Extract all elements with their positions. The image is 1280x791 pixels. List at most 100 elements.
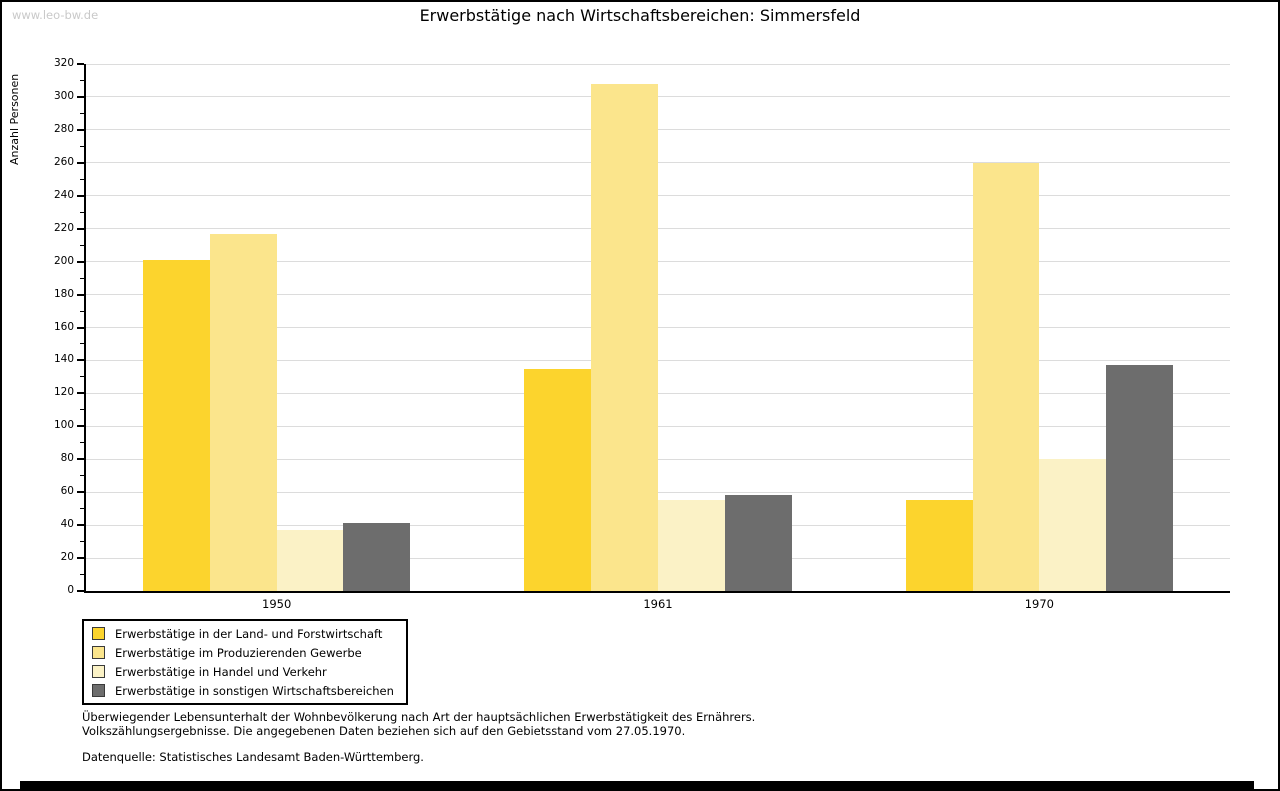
bar — [524, 368, 592, 591]
y-tick-label: 40 — [60, 518, 74, 531]
y-tick-label: 120 — [53, 386, 74, 399]
y-axis-tick-major — [77, 128, 84, 131]
y-axis-tick-major — [77, 293, 84, 296]
y-axis-tick-major — [77, 260, 84, 263]
legend-swatch — [92, 627, 105, 640]
y-axis-tick-major — [77, 392, 84, 395]
y-axis-tick-minor — [80, 244, 84, 246]
legend-label: Erwerbstätige in der Land- und Forstwirt… — [115, 626, 383, 641]
gridline — [86, 294, 1230, 296]
gridline — [86, 458, 1230, 460]
y-axis-tick-major — [77, 425, 84, 428]
bar — [972, 162, 1040, 591]
y-axis-tick-major — [77, 458, 84, 461]
bar — [724, 495, 792, 591]
y-axis-tick-major — [77, 524, 84, 527]
bar — [1039, 459, 1107, 591]
y-axis-tick-minor — [80, 343, 84, 345]
gridline — [86, 195, 1230, 197]
y-axis-tick-major — [77, 95, 84, 98]
gridline — [86, 228, 1230, 230]
y-axis-tick-minor — [80, 409, 84, 411]
y-axis-tick-minor — [80, 112, 84, 114]
footnotes: Überwiegender Lebensunterhalt der Wohnbe… — [82, 710, 756, 738]
y-axis-tick-minor — [80, 277, 84, 279]
y-tick-label: 260 — [53, 155, 74, 168]
y-axis-tick-minor — [80, 145, 84, 147]
bar — [591, 83, 658, 591]
y-axis-tick-major — [77, 227, 84, 230]
x-tick-label: 1950 — [262, 597, 292, 611]
y-tick-label: 100 — [53, 419, 74, 432]
y-axis-tick-major — [77, 359, 84, 362]
y-tick-label: 240 — [53, 188, 74, 201]
y-axis-tick-major — [77, 557, 84, 560]
gridline — [86, 261, 1230, 263]
bar — [1106, 365, 1173, 591]
y-axis-tick-minor — [80, 475, 84, 477]
y-axis-tick-minor — [80, 541, 84, 543]
y-axis-tick-major — [77, 590, 84, 592]
y-axis-tick-minor — [80, 310, 84, 312]
legend-item: Erwerbstätige in der Land- und Forstwirt… — [92, 624, 394, 643]
y-tick-label: 20 — [60, 551, 74, 564]
gridline — [86, 425, 1230, 427]
legend: Erwerbstätige in der Land- und Forstwirt… — [82, 619, 408, 705]
y-axis-tick-major — [77, 161, 84, 164]
bar — [209, 233, 277, 591]
y-axis-tick-major — [77, 326, 84, 329]
y-tick-label: 60 — [60, 485, 74, 498]
gridline — [86, 129, 1230, 131]
legend-swatch — [92, 646, 105, 659]
y-axis-tick-major — [77, 63, 84, 65]
gridline — [86, 96, 1230, 98]
plot-area: 0 20 40 60 80 100 120 140 160 180 200 220 240 260 280 3… — [54, 57, 1230, 611]
gridline — [86, 359, 1230, 361]
y-tick-label: 80 — [60, 452, 74, 465]
y-axis-tick-minor — [80, 376, 84, 378]
y-tick-label: 320 — [53, 57, 74, 69]
bar — [143, 259, 210, 591]
gridline — [86, 63, 1230, 65]
y-tick-label: 180 — [53, 287, 74, 300]
footnote-line-2: Volkszählungsergebnisse. Die angegebenen… — [82, 723, 686, 738]
y-tick-label: 280 — [53, 122, 74, 135]
y-tick-label: 0 — [67, 584, 74, 596]
data-source: Datenquelle: Statistisches Landesamt Bad… — [82, 750, 424, 764]
gridline — [86, 327, 1230, 328]
watermark: www.leo-bw.de — [12, 8, 99, 22]
x-tick-label: 1970 — [1024, 597, 1054, 611]
y-axis-tick-minor — [80, 508, 84, 510]
legend-item: Erwerbstätige im Produzierenden Gewerbe — [92, 643, 394, 662]
y-tick-label: 160 — [53, 320, 74, 333]
chart-title: Erwerbstätige nach Wirtschaftsbereichen:… — [419, 6, 861, 25]
y-axis-tick-minor — [80, 79, 84, 81]
y-tick-label: 140 — [53, 353, 74, 366]
bar — [276, 530, 344, 591]
legend-label: Erwerbstätige in sonstigen Wirtschaftsbe… — [115, 683, 394, 698]
gridline — [86, 162, 1230, 164]
gridline — [86, 491, 1230, 493]
y-axis-tick-major — [77, 194, 84, 197]
footnote-line-1: Überwiegender Lebensunterhalt der Wohnbe… — [82, 710, 756, 724]
y-axis-tick-major — [77, 491, 84, 494]
y-tick-label: 200 — [53, 254, 74, 267]
bottom-rule — [20, 781, 1254, 789]
y-tick-label: 300 — [53, 89, 74, 102]
bar — [905, 500, 973, 591]
gridline — [86, 392, 1230, 394]
y-axis-title: Anzahl Personen — [8, 73, 21, 165]
legend-item: Erwerbstätige in sonstigen Wirtschaftsbe… — [92, 681, 394, 700]
y-axis-tick-minor — [80, 178, 84, 180]
y-axis-tick-minor — [80, 442, 84, 444]
y-axis-tick-minor — [80, 574, 84, 576]
legend-label: Erwerbstätige in Handel und Verkehr — [115, 664, 327, 679]
legend-swatch — [92, 665, 105, 678]
bar — [658, 500, 725, 591]
bar — [343, 523, 411, 591]
x-tick-label: 1961 — [643, 597, 673, 611]
legend-item: Erwerbstätige in Handel und Verkehr — [92, 662, 394, 681]
legend-swatch — [92, 684, 105, 697]
legend-label: Erwerbstätige im Produzierenden Gewerbe — [115, 645, 362, 660]
